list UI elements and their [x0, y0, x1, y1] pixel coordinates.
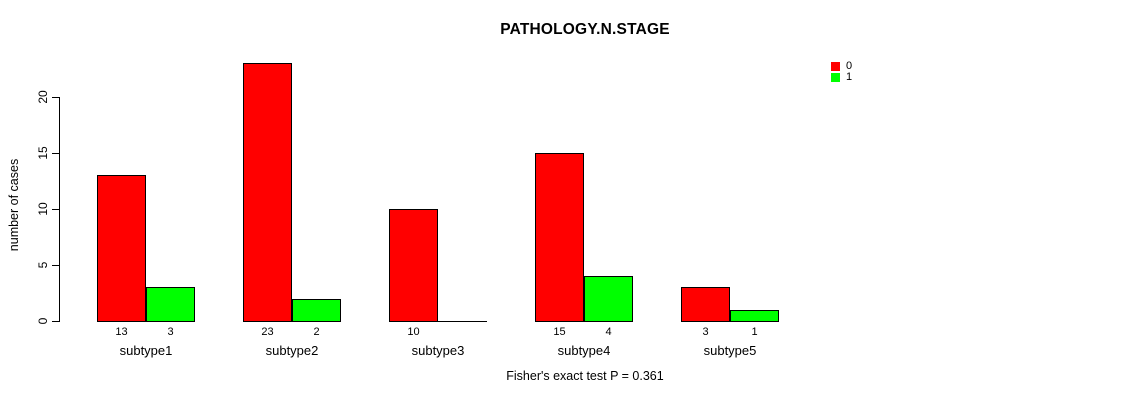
bar-subtype3-series0	[389, 209, 438, 322]
legend-swatch	[831, 62, 840, 71]
bar-value-label: 15	[553, 326, 566, 338]
legend-label: 1	[846, 71, 853, 83]
y-axis-label: number of cases	[7, 158, 21, 252]
bar-subtype4-series0	[535, 153, 584, 322]
fisher-test-caption: Fisher's exact test P = 0.361	[506, 369, 664, 383]
y-tick	[52, 153, 59, 154]
legend-item: 1	[831, 71, 853, 83]
bar-value-label: 3	[167, 326, 174, 338]
bar-value-label: 10	[407, 326, 420, 338]
bar-subtype2-series1	[292, 298, 341, 322]
bar-value-label: 3	[702, 326, 709, 338]
legend-swatch	[831, 73, 840, 82]
bar-subtype5-series1	[730, 309, 779, 322]
y-tick	[52, 209, 59, 210]
bar-subtype4-series1	[584, 276, 633, 322]
bar-value-label: 2	[313, 326, 320, 338]
y-tick-label: 0	[36, 317, 50, 325]
bar-subtype3-series1	[438, 321, 487, 322]
bar-value-label: 1	[751, 326, 758, 338]
bar-value-label: 23	[261, 326, 274, 338]
bar-subtype2-series0	[243, 63, 292, 322]
bar-value-label: 4	[605, 326, 612, 338]
x-category-label: subtype1	[119, 343, 173, 358]
y-tick-label: 5	[36, 261, 50, 269]
y-tick-label: 15	[36, 146, 50, 160]
bar-subtype5-series0	[681, 287, 730, 322]
bar-value-label: 13	[115, 326, 128, 338]
y-tick-label: 20	[36, 90, 50, 104]
legend-label: 0	[846, 60, 853, 72]
x-category-label: subtype3	[411, 343, 465, 358]
y-tick	[52, 97, 59, 98]
bar-subtype1-series0	[97, 175, 146, 322]
x-category-label: subtype5	[703, 343, 757, 358]
legend-item: 0	[831, 60, 853, 72]
bar-subtype1-series1	[146, 287, 195, 322]
y-tick-label: 10	[36, 202, 50, 216]
y-tick	[52, 265, 59, 266]
y-axis-line	[59, 97, 60, 322]
y-tick	[52, 321, 59, 322]
chart-title: PATHOLOGY.N.STAGE	[500, 21, 670, 38]
x-category-label: subtype4	[557, 343, 611, 358]
x-category-label: subtype2	[265, 343, 319, 358]
